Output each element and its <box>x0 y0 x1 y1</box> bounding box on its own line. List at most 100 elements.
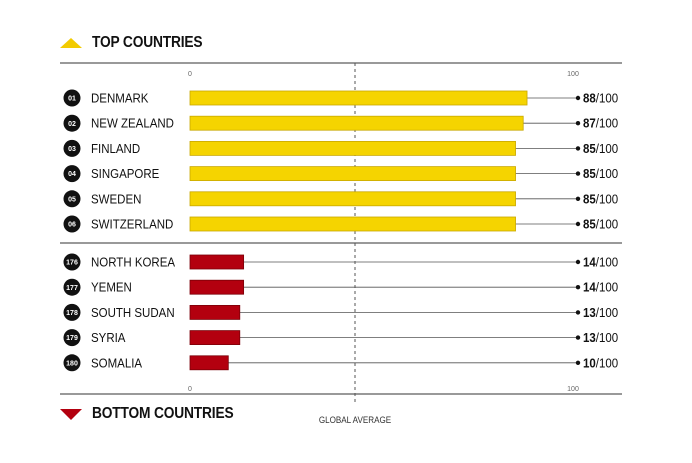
rank-label: 05 <box>68 196 76 203</box>
country-label: SYRIA <box>91 331 125 346</box>
value-label: 85/100 <box>583 141 618 156</box>
rank-badge <box>63 165 81 183</box>
value-number: 85 <box>583 217 596 232</box>
data-bar <box>189 90 528 106</box>
value-dot <box>575 285 581 290</box>
value-number: 13 <box>583 331 596 346</box>
value-suffix: /100 <box>596 255 619 270</box>
value-label: 88/100 <box>583 91 618 106</box>
rank-badge <box>63 139 81 157</box>
axis-tick-label-bottom-min: 0 <box>188 386 192 393</box>
value-label: 85/100 <box>583 192 618 207</box>
value-number: 85 <box>583 192 596 207</box>
rank-label: 177 <box>66 285 78 292</box>
country-label: NEW ZEALAND <box>91 116 174 131</box>
value-suffix: /100 <box>596 116 619 131</box>
axis-tick-label-top-min: 0 <box>188 71 192 78</box>
rank-badge <box>63 114 81 132</box>
axis-tick-label-top-max: 100 <box>567 71 579 78</box>
value-label: 85/100 <box>583 217 618 232</box>
rank-badge <box>63 354 81 372</box>
value-dot <box>575 335 581 340</box>
value-dot <box>575 259 581 265</box>
triangle-down-icon <box>60 408 82 420</box>
value-label: 85/100 <box>583 167 618 182</box>
value-suffix: /100 <box>596 192 619 207</box>
value-number: 10 <box>583 356 596 371</box>
rank-badge <box>63 303 81 321</box>
rank-label: 06 <box>68 222 76 229</box>
value-number: 88 <box>583 91 596 106</box>
rank-label: 02 <box>68 121 76 128</box>
value-suffix: /100 <box>596 331 619 346</box>
value-suffix: /100 <box>596 167 619 182</box>
rank-badge <box>63 215 81 233</box>
rank-badge <box>63 278 81 296</box>
rank-label: 178 <box>66 310 78 317</box>
rank-badge <box>63 89 81 107</box>
data-bar <box>189 216 516 232</box>
value-dot <box>575 121 581 126</box>
bottom-countries-header: BOTTOM COUNTRIES <box>60 405 257 423</box>
rank-label: 179 <box>66 335 78 342</box>
rank-badge <box>63 190 81 208</box>
rank-label: 180 <box>66 360 78 367</box>
country-label: SOMALIA <box>91 356 142 371</box>
data-bar <box>189 140 516 156</box>
value-dot <box>575 310 581 315</box>
top-countries-header: TOP COUNTRIES <box>60 34 220 52</box>
value-label: 13/100 <box>583 305 618 320</box>
triangle-up-icon <box>60 38 82 48</box>
value-label: 14/100 <box>583 280 618 295</box>
value-label: 87/100 <box>583 116 618 131</box>
value-label: 14/100 <box>583 255 618 270</box>
data-bar <box>189 279 245 295</box>
value-label: 13/100 <box>583 331 618 346</box>
value-number: 85 <box>583 167 596 182</box>
value-number: 85 <box>583 141 596 156</box>
data-bar <box>189 330 241 346</box>
top-countries-title: TOP COUNTRIES <box>92 34 203 51</box>
global-average-label: GLOBAL AVERAGE <box>319 415 392 426</box>
data-bar <box>189 191 516 207</box>
country-label: FINLAND <box>91 141 140 156</box>
value-dot <box>575 95 581 101</box>
data-bar <box>189 355 229 371</box>
country-label: DENMARK <box>91 91 148 106</box>
value-dot <box>575 146 581 151</box>
country-label: YEMEN <box>91 280 132 295</box>
country-label: SINGAPORE <box>91 167 159 182</box>
rank-label: 04 <box>68 171 76 178</box>
data-bar <box>189 254 245 270</box>
data-bar <box>189 166 516 182</box>
value-number: 14 <box>583 255 596 270</box>
bottom-countries-title: BOTTOM COUNTRIES <box>92 405 234 422</box>
rank-badge <box>63 253 81 271</box>
value-number: 14 <box>583 280 596 295</box>
value-suffix: /100 <box>596 356 619 371</box>
value-label: 10/100 <box>583 356 618 371</box>
value-number: 87 <box>583 116 596 131</box>
value-dot <box>575 196 581 201</box>
country-label: SWEDEN <box>91 192 141 207</box>
country-label: SWITZERLAND <box>91 217 174 232</box>
value-number: 13 <box>583 305 596 320</box>
value-suffix: /100 <box>596 217 619 232</box>
axis-tick-label-bottom-max: 100 <box>567 386 579 393</box>
rank-label: 176 <box>66 260 78 267</box>
value-dot <box>575 360 581 365</box>
country-label: NORTH KOREA <box>91 255 175 270</box>
value-dot <box>575 171 581 176</box>
data-bar <box>189 115 524 131</box>
value-suffix: /100 <box>596 91 619 106</box>
value-suffix: /100 <box>596 305 619 320</box>
rank-label: 03 <box>68 146 76 153</box>
rank-label: 01 <box>68 96 76 103</box>
value-dot <box>575 221 581 227</box>
data-bar <box>189 304 241 320</box>
rank-badge <box>63 329 81 347</box>
value-suffix: /100 <box>596 280 619 295</box>
country-label: SOUTH SUDAN <box>91 305 175 320</box>
value-suffix: /100 <box>596 141 619 156</box>
